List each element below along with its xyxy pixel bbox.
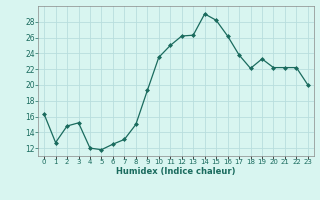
X-axis label: Humidex (Indice chaleur): Humidex (Indice chaleur) (116, 167, 236, 176)
